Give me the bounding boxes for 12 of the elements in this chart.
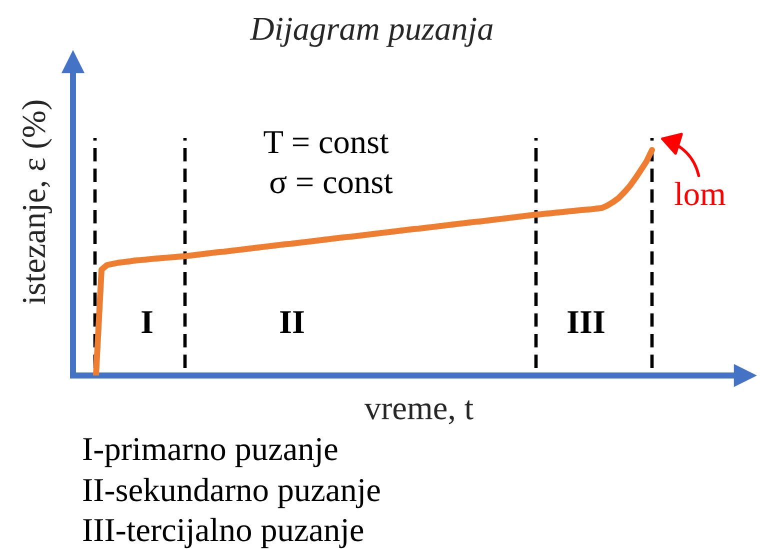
text: III-tercijalno puzanje [83, 518, 364, 548]
text: I-primarno puzanje [83, 438, 338, 468]
x-axis-title: vreme, t [364, 400, 474, 424]
annotation: T = const [264, 131, 389, 154]
annotation: I [142, 311, 152, 334]
annotation: II [280, 311, 304, 334]
annotation: σ = const [270, 174, 393, 194]
chart-title: Dijagram puzanja [250, 18, 493, 47]
text: lom [674, 182, 726, 206]
text: II-sekundarno puzanje [83, 478, 380, 508]
y-axis-title: istezanje, ε (%) [22, 100, 52, 304]
annotation: III [568, 311, 604, 334]
